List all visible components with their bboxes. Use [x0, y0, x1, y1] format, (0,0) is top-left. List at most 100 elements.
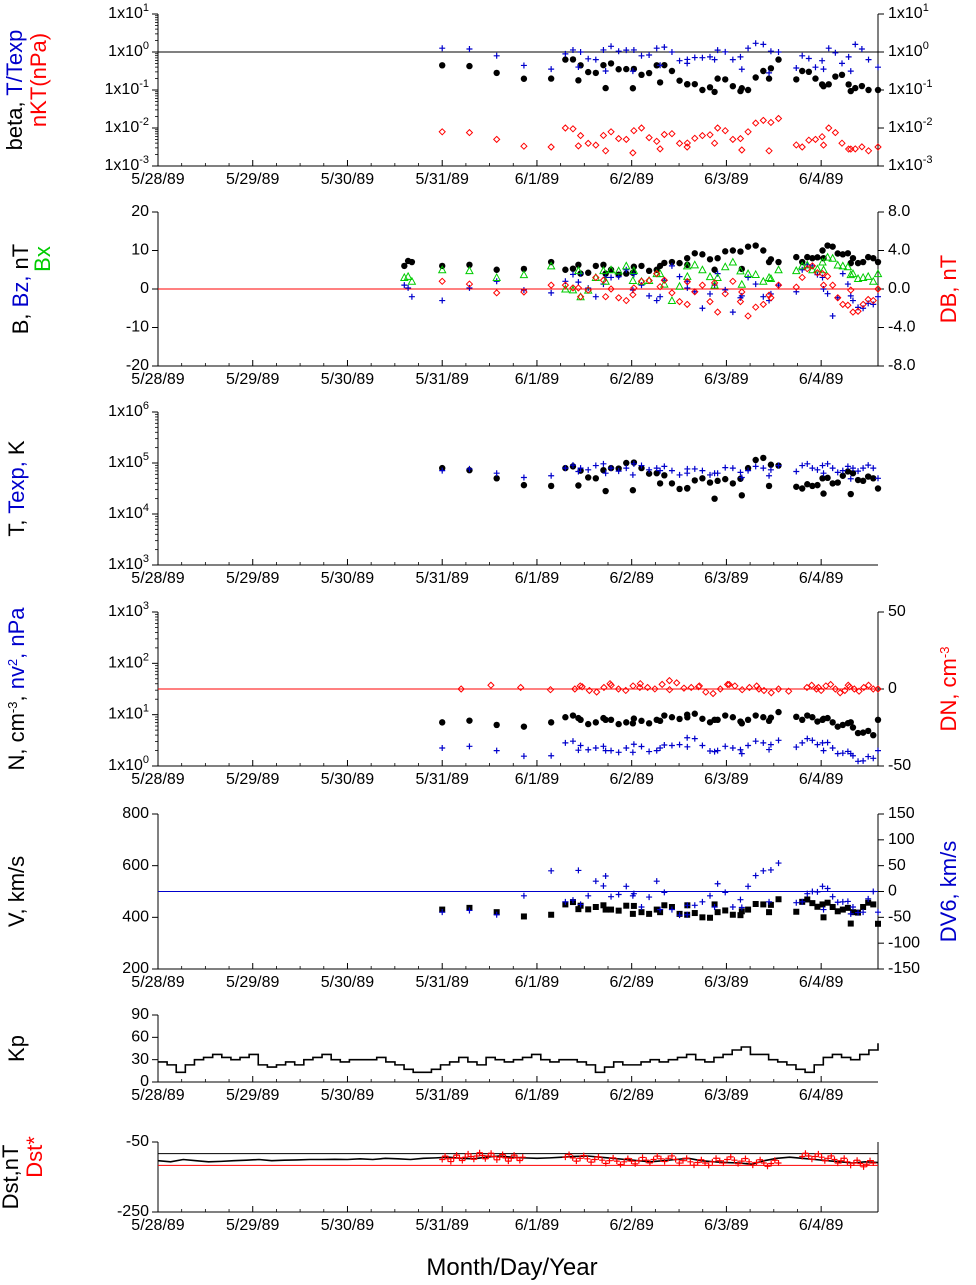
data-point [661, 1158, 668, 1165]
panel-velocity: 800 600 400 200 150 100 50 0 -50 -100 -150 5/28/89 5… [4, 805, 961, 991]
y-axis-label-part-2: , [4, 689, 29, 701]
right-tick-label: 0 [888, 680, 897, 697]
data-point [819, 57, 826, 64]
x-tick-label: 6/3/89 [704, 1217, 749, 1234]
data-point [615, 468, 622, 475]
data-point [799, 739, 806, 746]
data-point [824, 242, 831, 249]
data-point [691, 710, 698, 717]
data-point [676, 485, 683, 493]
right-tick-label-base: 1x10 [888, 119, 923, 136]
data-point [808, 1156, 815, 1163]
data-point [684, 284, 691, 291]
left-tick-label-base: 1x10 [108, 706, 143, 723]
data-point [853, 273, 863, 283]
left-tick-label: -10 [126, 319, 149, 336]
data-point [737, 718, 744, 725]
data-point [875, 747, 881, 754]
data-point [676, 273, 683, 280]
data-point [668, 129, 676, 138]
data-point [690, 1162, 697, 1169]
data-point [799, 716, 806, 723]
x-tick-label: 6/3/89 [704, 171, 749, 188]
data-point [566, 1151, 573, 1158]
data-point [722, 248, 729, 255]
data-point [849, 904, 856, 910]
data-point [600, 261, 607, 269]
data-point [707, 914, 714, 921]
data-point [575, 279, 582, 286]
data-point [691, 54, 698, 61]
series-beta-0 [439, 56, 882, 96]
data-point [439, 745, 446, 752]
series-velocity-1 [439, 860, 881, 919]
data-point [753, 1159, 760, 1166]
data-point [793, 65, 800, 71]
data-point [874, 685, 882, 693]
data-point [657, 906, 664, 913]
data-point [653, 297, 660, 304]
data-point [709, 689, 717, 698]
data-point [844, 904, 851, 911]
data-point [650, 1156, 657, 1163]
data-point [839, 906, 846, 913]
data-point [691, 134, 699, 143]
data-point [630, 890, 637, 897]
right-tick-label: 50 [888, 857, 906, 874]
data-point [439, 297, 446, 304]
data-point [721, 126, 729, 135]
data-point [699, 467, 706, 474]
data-point [547, 75, 555, 82]
series-dst-1 [439, 1149, 877, 1170]
data-point [847, 292, 854, 299]
data-point [812, 75, 819, 82]
data-point [657, 293, 664, 300]
y-axis-label-part-1: T/Texp [2, 30, 27, 96]
data-point [858, 82, 866, 90]
data-point [569, 712, 577, 719]
data-point [824, 899, 831, 906]
data-point [834, 294, 842, 302]
left-tick-label: 10 [131, 242, 149, 259]
data-point [829, 480, 836, 487]
x-tick-label: 6/4/89 [799, 371, 844, 388]
x-tick-label: 5/30/89 [321, 1087, 374, 1104]
data-point [775, 49, 782, 55]
data-point [729, 904, 736, 910]
data-point [724, 1156, 731, 1163]
y-axis-label: B, Bz, nT [8, 244, 33, 335]
right-tick-label-exp: -1 [923, 78, 933, 90]
y-axis-label-part-5: , nPa [4, 607, 29, 659]
data-point [453, 1152, 460, 1159]
data-point [569, 462, 576, 469]
data-point [661, 712, 668, 719]
data-point [585, 466, 592, 473]
data-point [502, 1154, 509, 1161]
data-point [437, 265, 447, 274]
data-point [576, 292, 585, 301]
data-point [600, 743, 607, 750]
data-point [465, 128, 474, 137]
data-point [637, 277, 646, 286]
data-point [520, 474, 527, 481]
data-point [848, 269, 858, 278]
data-point [562, 50, 569, 57]
data-point [721, 289, 729, 298]
left-tick-label: 1x103 [108, 600, 149, 620]
data-point [831, 685, 840, 693]
data-point [575, 261, 582, 269]
data-point [653, 269, 661, 278]
data-point [817, 686, 825, 695]
data-point [847, 475, 854, 482]
data-point [797, 261, 807, 270]
left-tick-label: 200 [122, 960, 149, 977]
data-point [765, 291, 773, 299]
x-tick-label: 6/4/89 [799, 171, 844, 188]
data-point [683, 278, 692, 286]
right-tick-label-exp: -3 [923, 154, 933, 166]
data-point [668, 67, 676, 75]
data-point [847, 490, 854, 498]
x-tick-label: 5/29/89 [226, 171, 279, 188]
data-point [656, 145, 664, 153]
left-tick-label: 1x104 [108, 502, 149, 522]
